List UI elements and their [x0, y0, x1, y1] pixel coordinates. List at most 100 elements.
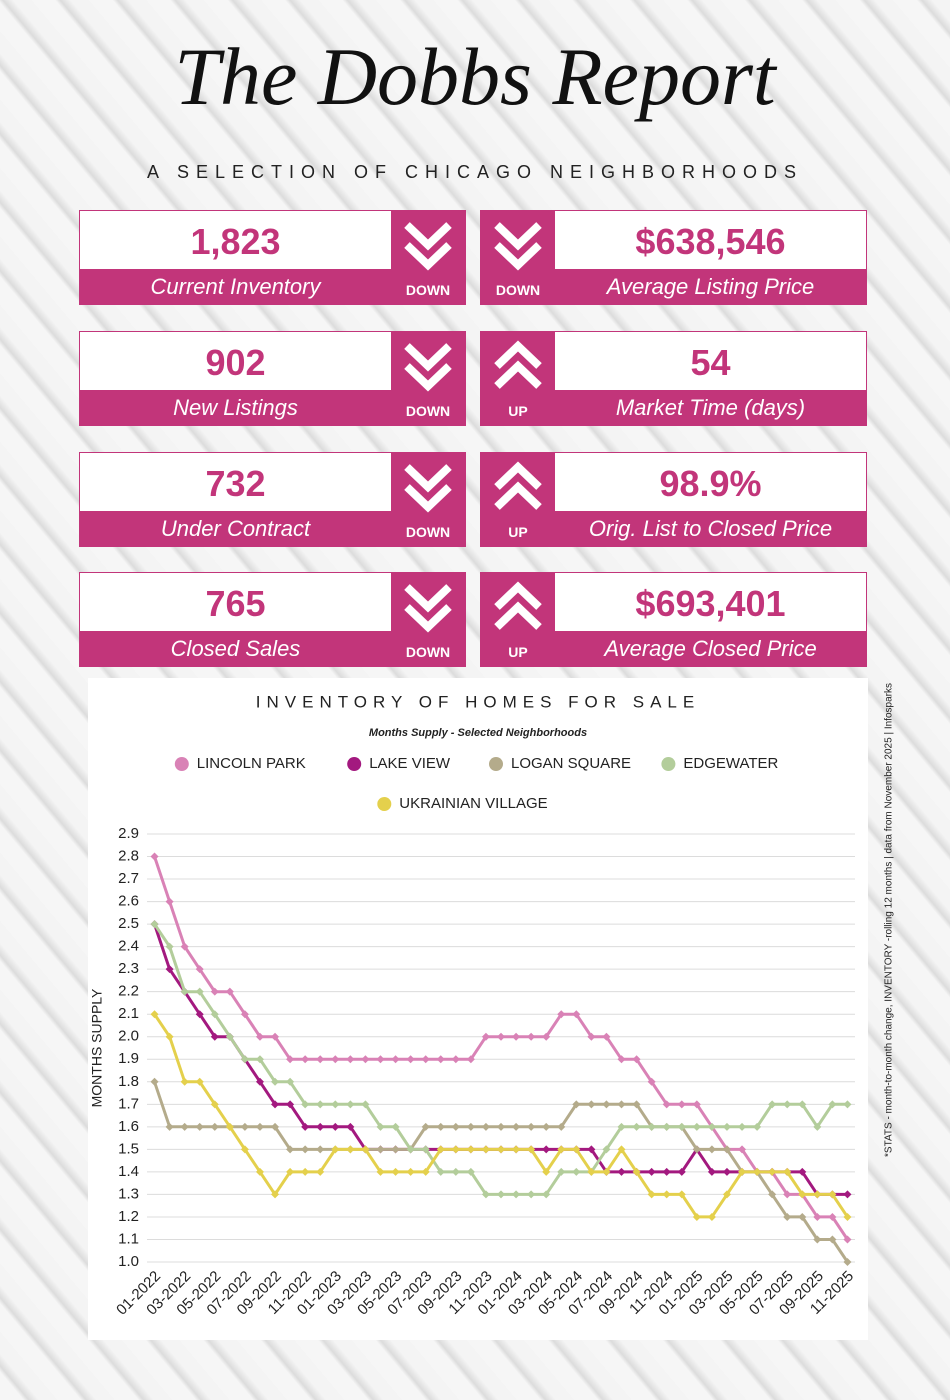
chart-title: INVENTORY OF HOMES FOR SALE [256, 692, 700, 711]
data-point [722, 1167, 731, 1176]
data-point [692, 1212, 701, 1221]
stat-value: $638,546 [635, 221, 786, 262]
stat-direction: DOWN [405, 524, 451, 540]
data-point [647, 1077, 656, 1086]
data-point [436, 1167, 445, 1176]
data-point [587, 1167, 596, 1176]
down-icon [404, 584, 452, 633]
data-point [798, 1167, 807, 1176]
data-point [331, 1100, 340, 1109]
data-point [150, 852, 159, 861]
data-point [346, 1122, 355, 1131]
data-point [451, 1167, 460, 1176]
arrow-box: DOWN [391, 573, 465, 666]
data-point [602, 1145, 611, 1154]
data-point [783, 1167, 792, 1176]
data-point [722, 1145, 731, 1154]
data-point [165, 1122, 174, 1131]
data-point [843, 1258, 852, 1266]
data-point [798, 1212, 807, 1221]
stat-value: $693,401 [635, 583, 786, 624]
data-point [316, 1145, 325, 1154]
data-point [798, 1100, 807, 1109]
data-point [587, 1100, 596, 1109]
y-tick-label: 2.1 [118, 1005, 139, 1022]
data-point [557, 1167, 566, 1176]
data-point [406, 1167, 415, 1176]
data-point [271, 1032, 280, 1041]
y-tick-label: 1.6 [118, 1118, 139, 1135]
legend-label: LINCOLN PARK [197, 755, 306, 772]
arrow-box: UP [481, 573, 555, 666]
stat-label: Average Listing Price [555, 269, 866, 304]
stat-card: 902 New Listings DOWN [79, 331, 466, 426]
data-point [406, 1055, 415, 1064]
legend-marker [174, 757, 189, 771]
data-point [557, 1122, 566, 1131]
data-point [376, 1145, 385, 1154]
data-point [497, 1190, 505, 1199]
down-icon [494, 222, 542, 271]
data-point [210, 1010, 219, 1019]
data-point [557, 1145, 566, 1154]
arrow-box: DOWN [391, 453, 465, 546]
data-point [572, 1010, 581, 1019]
data-point [542, 1122, 551, 1131]
data-point [210, 1032, 219, 1041]
stat-label: Closed Sales [80, 631, 391, 666]
data-point [436, 1055, 445, 1064]
data-point [225, 1032, 234, 1041]
stat-card: 765 Closed Sales DOWN [79, 572, 466, 667]
data-point [165, 965, 174, 974]
y-tick-label: 2.8 [118, 847, 139, 864]
data-point [271, 1190, 280, 1199]
data-point [617, 1122, 626, 1131]
data-point [225, 1122, 234, 1131]
data-point [451, 1055, 460, 1064]
stat-label: Orig. List to Closed Price [555, 511, 866, 546]
data-point [331, 1145, 340, 1154]
stat-label: Under Contract [80, 511, 391, 546]
down-icon [404, 343, 452, 392]
data-point [707, 1167, 716, 1176]
data-point [346, 1055, 355, 1064]
data-point [316, 1167, 325, 1176]
data-point [512, 1032, 521, 1041]
data-point [180, 942, 189, 951]
y-tick-label: 2.5 [118, 915, 139, 932]
data-point [828, 1212, 837, 1221]
data-point [391, 1122, 400, 1131]
data-point [406, 1145, 415, 1154]
stat-card: $638,546 Average Listing Price DOWN [480, 210, 867, 305]
legend-label: LOGAN SQUARE [511, 755, 631, 772]
data-point [466, 1145, 475, 1154]
data-point [301, 1145, 310, 1154]
data-point [271, 1122, 280, 1131]
data-point [798, 1190, 807, 1199]
data-point [361, 1100, 370, 1109]
arrow-box: DOWN [481, 211, 555, 304]
data-point [617, 1100, 626, 1109]
stat-card: 54 Market Time (days) UP [480, 331, 867, 426]
y-tick-label: 1.5 [118, 1140, 139, 1157]
data-point [331, 1055, 340, 1064]
data-point [692, 1100, 701, 1109]
data-point [677, 1100, 686, 1109]
data-point [481, 1145, 490, 1154]
data-point [225, 987, 234, 996]
legend-marker [347, 757, 362, 771]
data-point [813, 1190, 822, 1199]
data-point [436, 1145, 445, 1154]
y-tick-label: 2.7 [118, 870, 139, 887]
stat-direction: DOWN [405, 282, 451, 298]
y-tick-label: 1.3 [118, 1185, 139, 1202]
data-point [662, 1122, 671, 1131]
data-point [753, 1167, 762, 1176]
data-point [331, 1122, 340, 1131]
data-point [180, 987, 189, 996]
data-point [677, 1190, 686, 1199]
data-point [587, 1145, 596, 1154]
data-point [421, 1055, 430, 1064]
stat-direction: UP [508, 524, 528, 540]
data-point [662, 1190, 671, 1199]
